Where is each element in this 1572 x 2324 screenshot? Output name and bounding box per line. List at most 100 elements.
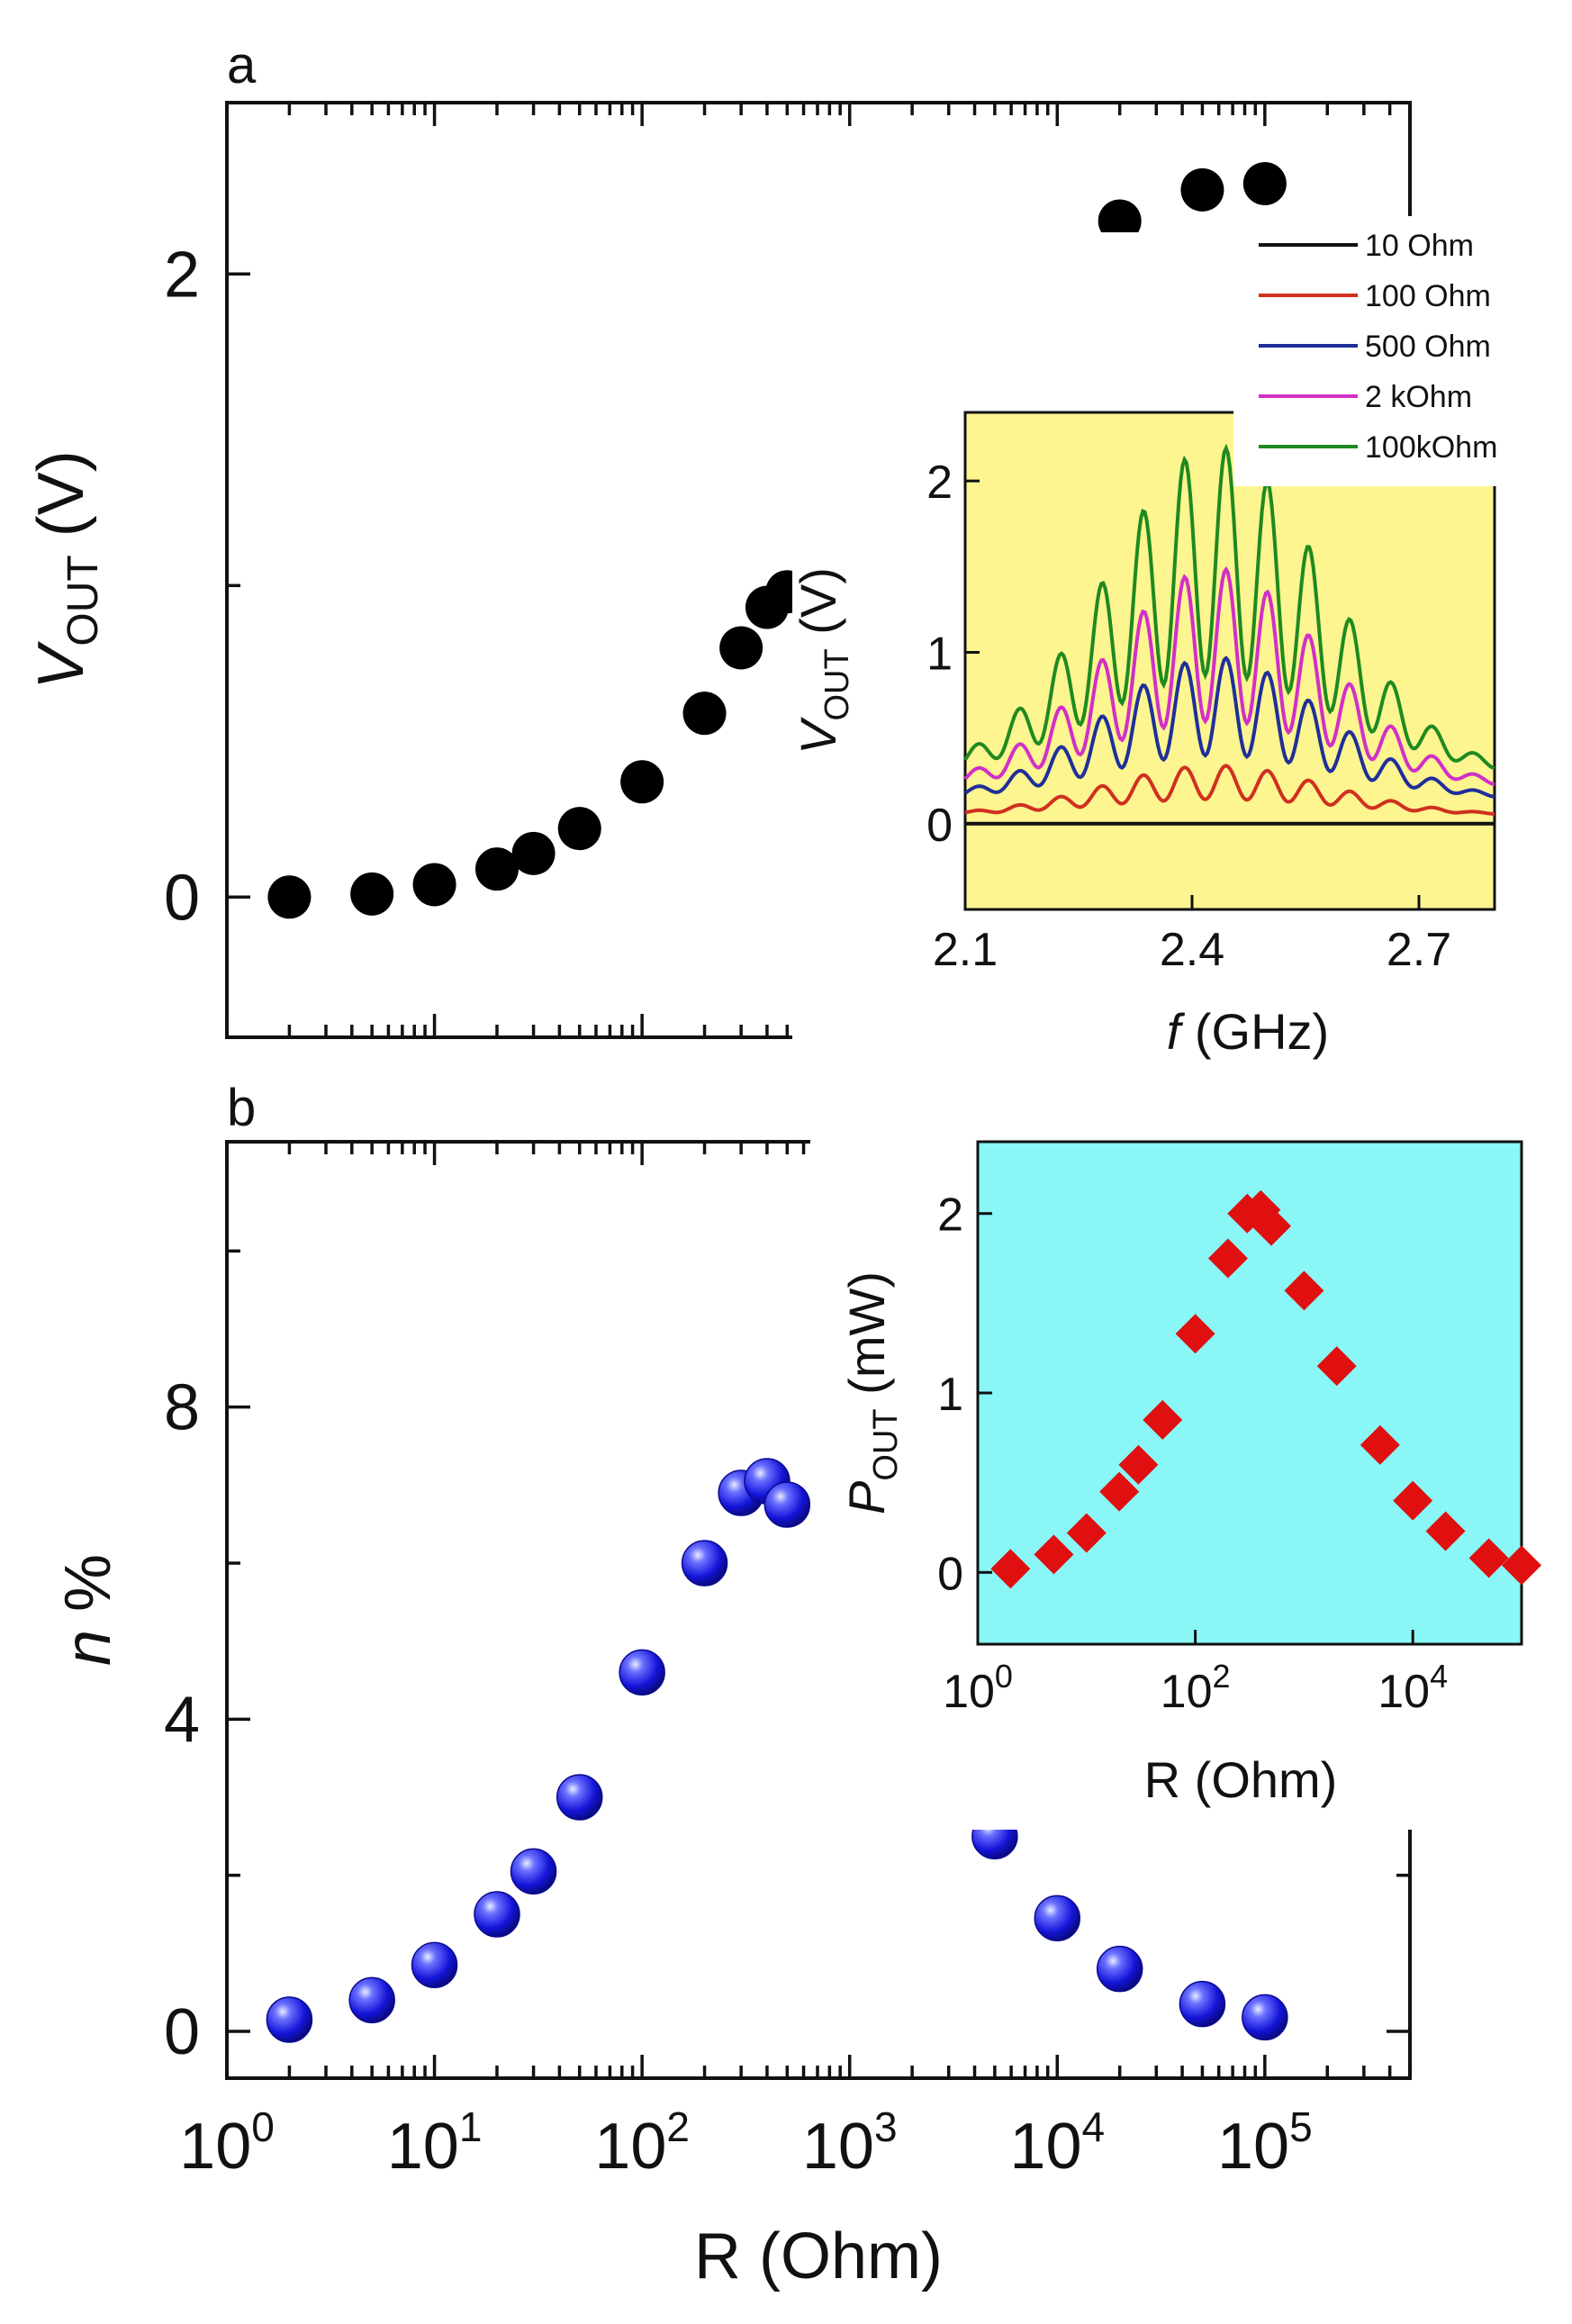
x-tick-exponent: 1 bbox=[459, 2103, 483, 2150]
y-tick-label: 0 bbox=[164, 1996, 200, 2068]
y-tick-label: 4 bbox=[164, 1684, 200, 1756]
data-point bbox=[1179, 1980, 1226, 2028]
data-point bbox=[557, 807, 601, 851]
y-axis-title-unit: % bbox=[52, 1554, 124, 1630]
data-point bbox=[1099, 1471, 1140, 1512]
data-point bbox=[1242, 161, 1287, 205]
y-tick-label: 1 bbox=[937, 1369, 963, 1421]
x-tick-exponent: 4 bbox=[1430, 1658, 1448, 1695]
legend-label: 500 Ohm bbox=[1365, 330, 1491, 364]
data-point bbox=[682, 692, 727, 736]
y-tick-label: 2 bbox=[164, 239, 200, 311]
data-point bbox=[474, 847, 519, 891]
x-tick-exponent: 3 bbox=[874, 2103, 898, 2150]
data-point bbox=[511, 831, 556, 875]
panel-label: b bbox=[227, 1079, 256, 1137]
data-point bbox=[474, 1891, 520, 1938]
x-axis-title: f (GHz) bbox=[1167, 1003, 1329, 1060]
data-point bbox=[763, 1481, 811, 1528]
x-tick-base: 10 bbox=[802, 2111, 874, 2183]
data-point bbox=[350, 872, 394, 916]
x-tick-exponent: 2 bbox=[666, 2103, 690, 2150]
legend-label: 100kOhm bbox=[1365, 430, 1497, 465]
inset-a: 2.1 2.4 2.7 0 1 2 VOUT (V) f (GHz) 10 Ohm 100 Ohm… bbox=[790, 216, 1572, 1063]
y-axis-title: VOUT (V) bbox=[790, 567, 856, 755]
x-tick-label: 102 bbox=[1161, 1658, 1231, 1718]
y-axis-title-unit: (V) bbox=[25, 450, 97, 555]
x-axis-title: R (Ohm) bbox=[1144, 1751, 1338, 1808]
series-line bbox=[964, 764, 1495, 816]
legend-label: 10 Ohm bbox=[1365, 229, 1474, 263]
y-axis-title: VOUT (V) bbox=[25, 450, 107, 689]
data-point bbox=[348, 1976, 395, 2024]
y-axis-title-unit: (V) bbox=[790, 567, 846, 648]
series-line bbox=[963, 565, 1495, 787]
data-point bbox=[1468, 1538, 1509, 1578]
data-point bbox=[719, 626, 763, 670]
data-point bbox=[1316, 1346, 1357, 1387]
x-tick-exponent: 2 bbox=[1213, 1658, 1231, 1695]
data-point bbox=[1180, 167, 1224, 212]
data-point bbox=[990, 1549, 1031, 1589]
x-tick-label: 2.7 bbox=[1387, 924, 1451, 976]
y-axis-title-unit: (mW) bbox=[838, 1271, 895, 1408]
data-point bbox=[510, 1848, 557, 1895]
y-tick-label: 2 bbox=[937, 1189, 963, 1242]
data-point bbox=[1251, 1206, 1292, 1246]
data-point bbox=[412, 863, 456, 907]
x-tick-base: 10 bbox=[1217, 2111, 1289, 2183]
x-tick-base: 10 bbox=[1378, 1666, 1430, 1718]
x-tick-label: 102 bbox=[594, 2103, 690, 2183]
data-point bbox=[1502, 1545, 1541, 1586]
y-tick-label: 2 bbox=[926, 457, 953, 509]
data-point bbox=[1143, 1399, 1183, 1440]
x-tick-base: 10 bbox=[179, 2111, 251, 2183]
y-axis-title-italic: P bbox=[838, 1481, 895, 1515]
y-axis-title-italic: V bbox=[25, 641, 97, 690]
data-point bbox=[1360, 1424, 1400, 1465]
y-tick-label: 0 bbox=[926, 800, 953, 852]
x-tick-label: 100 bbox=[179, 2103, 275, 2183]
x-axis-title-unit: (GHz) bbox=[1180, 1003, 1329, 1060]
data-point bbox=[1034, 1894, 1081, 1942]
series-line bbox=[963, 656, 1495, 799]
y-axis-title-subscript: OUT bbox=[867, 1408, 905, 1480]
data-point bbox=[556, 1774, 603, 1821]
x-tick-label: 100 bbox=[943, 1658, 1013, 1718]
y-axis-title: n % bbox=[52, 1554, 124, 1666]
data-point bbox=[1066, 1513, 1107, 1553]
x-tick-exponent: 5 bbox=[1289, 2103, 1313, 2150]
data-point bbox=[266, 1996, 313, 2043]
data-point bbox=[620, 760, 664, 804]
legend-label: 100 Ohm bbox=[1365, 279, 1491, 313]
data-point bbox=[1393, 1480, 1433, 1521]
data-point bbox=[267, 875, 312, 919]
data-point bbox=[411, 1941, 458, 1989]
data-point bbox=[619, 1649, 665, 1696]
y-axis-title-italic: n bbox=[52, 1630, 124, 1666]
series-line bbox=[963, 443, 1495, 771]
y-tick-label: 0 bbox=[937, 1548, 963, 1600]
data-point bbox=[1096, 1945, 1143, 1993]
x-tick-base: 10 bbox=[594, 2111, 666, 2183]
data-point bbox=[1242, 1994, 1288, 2041]
x-tick-label: 104 bbox=[1378, 1658, 1448, 1718]
x-tick-label: 2.1 bbox=[933, 924, 998, 976]
x-tick-base: 10 bbox=[1009, 2111, 1081, 2183]
x-axis-title: R (Ohm) bbox=[694, 2220, 943, 2292]
y-axis-title-subscript: OUT bbox=[59, 555, 107, 646]
data-point bbox=[1425, 1511, 1466, 1551]
x-tick-label: 103 bbox=[802, 2103, 898, 2183]
y-axis-title-italic: V bbox=[790, 717, 846, 755]
y-axis-title-subscript: OUT bbox=[818, 648, 856, 720]
panel-label: a bbox=[227, 36, 257, 95]
y-tick-label: 1 bbox=[926, 628, 953, 680]
x-tick-exponent: 0 bbox=[251, 2103, 275, 2150]
x-tick-base: 10 bbox=[943, 1666, 995, 1718]
data-point bbox=[1207, 1238, 1248, 1279]
y-tick-label: 0 bbox=[164, 862, 200, 934]
legend-label: 2 kOhm bbox=[1365, 380, 1472, 414]
data-point bbox=[681, 1540, 728, 1587]
